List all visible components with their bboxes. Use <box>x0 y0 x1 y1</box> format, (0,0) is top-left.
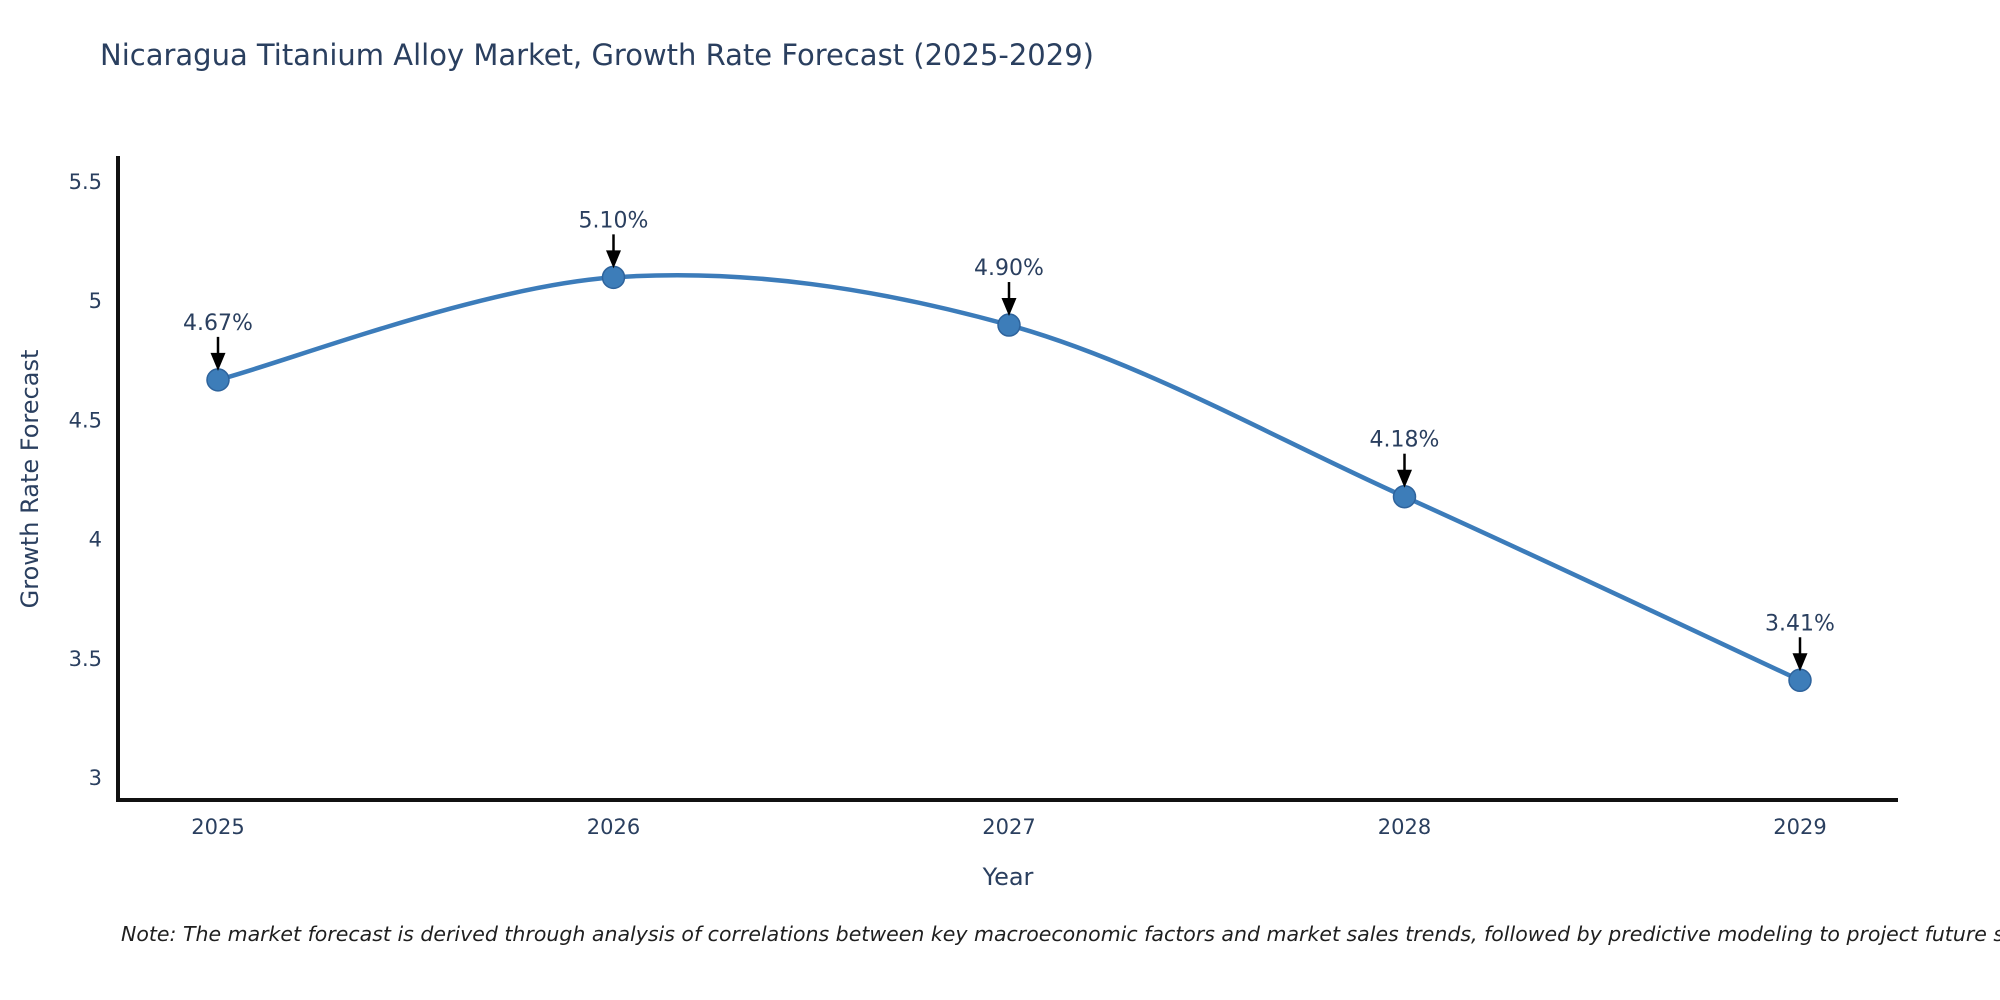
data-label: 3.41% <box>1765 611 1835 636</box>
y-axis-title: Growth Rate Forecast <box>16 349 44 609</box>
chart-title: Nicaragua Titanium Alloy Market, Growth … <box>100 38 1094 72</box>
data-label: 5.10% <box>579 208 649 233</box>
x-axis-title: Year <box>982 863 1034 891</box>
y-tick-label: 5 <box>89 289 102 313</box>
y-tick-label: 3.5 <box>69 647 102 671</box>
x-tick-label: 2026 <box>587 815 640 839</box>
data-point-marker[interactable] <box>601 265 626 290</box>
annotation-arrowhead <box>1397 469 1412 488</box>
y-tick-label: 4.5 <box>69 408 102 432</box>
y-tick-label: 3 <box>89 766 102 790</box>
data-label: 4.18% <box>1370 428 1440 453</box>
data-point-marker[interactable] <box>206 368 230 392</box>
annotation-arrowhead <box>606 250 621 269</box>
x-tick-label: 2029 <box>1773 815 1826 839</box>
x-tick-label: 2025 <box>191 815 244 839</box>
y-tick-label: 5.5 <box>69 170 102 194</box>
data-point-marker[interactable] <box>997 313 1021 337</box>
x-tick-label: 2027 <box>982 815 1035 839</box>
data-point-marker[interactable] <box>1788 668 1812 693</box>
footnote: Note: The market forecast is derived thr… <box>121 922 2000 946</box>
y-tick-label: 4 <box>89 528 102 552</box>
x-tick-label: 2028 <box>1378 815 1431 839</box>
data-label: 4.90% <box>974 256 1044 281</box>
annotation-arrowhead <box>1792 653 1808 672</box>
annotation-arrowhead <box>1001 298 1017 317</box>
data-point-marker[interactable] <box>1392 484 1417 509</box>
annotation-arrowhead <box>210 352 226 371</box>
data-label: 4.67% <box>183 311 253 336</box>
